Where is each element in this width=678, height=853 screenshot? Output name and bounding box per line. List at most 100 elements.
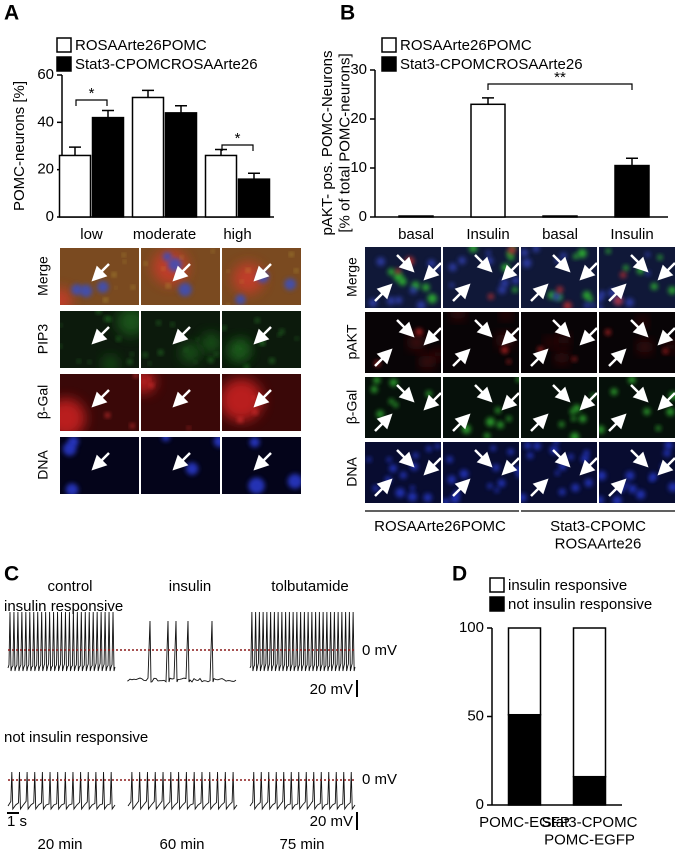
cell	[427, 259, 436, 268]
cell	[235, 294, 246, 305]
panel-letter: A	[4, 2, 19, 25]
micrograph	[141, 374, 220, 431]
cell	[410, 485, 415, 491]
cell	[103, 298, 108, 302]
cell	[131, 285, 135, 289]
arrow	[530, 283, 549, 302]
cell	[88, 360, 91, 364]
cell	[112, 272, 116, 277]
cell	[287, 473, 301, 489]
cell	[141, 374, 156, 394]
arrow	[374, 413, 393, 432]
arrow	[657, 392, 675, 411]
arrow	[452, 348, 471, 367]
micrograph	[222, 248, 301, 305]
cell	[114, 286, 117, 289]
arrow	[396, 319, 415, 338]
arrow	[423, 392, 441, 411]
cell	[434, 349, 441, 359]
cell	[227, 270, 230, 273]
micrograph	[365, 442, 441, 503]
arrow	[579, 457, 597, 476]
cell	[558, 488, 566, 496]
micrograph	[443, 312, 519, 373]
trace	[7, 771, 116, 811]
significance-bracket	[487, 83, 633, 90]
cell	[387, 268, 396, 276]
cell	[599, 471, 607, 481]
arrow	[630, 254, 649, 273]
arrow	[474, 319, 493, 338]
micrograph-row-label: pAKT	[344, 324, 360, 359]
micrograph	[141, 437, 220, 494]
cell	[416, 300, 426, 308]
cell	[122, 253, 126, 257]
cell	[425, 445, 432, 452]
legend-swatch	[489, 577, 505, 593]
cell	[295, 337, 299, 340]
cell	[649, 476, 654, 482]
cell	[545, 337, 555, 347]
cell	[71, 284, 83, 296]
micrograph-row-label: DNA	[35, 450, 51, 480]
cell	[240, 280, 244, 283]
time-label: 75 min	[279, 836, 324, 853]
x-tick-label: Stat3-CPOMC POMC-EGFP	[542, 814, 638, 848]
arrow	[253, 263, 272, 282]
cell	[187, 426, 191, 430]
error-bar	[248, 172, 260, 180]
significance-label: **	[554, 69, 566, 86]
micrograph	[141, 248, 220, 305]
micrograph	[521, 377, 597, 438]
cell	[407, 492, 418, 502]
y-tick-label: 20	[350, 110, 367, 127]
arrow	[530, 348, 549, 367]
cell	[96, 311, 101, 314]
arrow	[530, 478, 549, 497]
cell	[60, 344, 62, 348]
arrow	[579, 262, 597, 281]
arrow	[396, 254, 415, 273]
arrow	[552, 319, 571, 338]
trace	[127, 620, 237, 683]
cell	[412, 452, 419, 459]
cell	[515, 472, 519, 478]
micrograph	[599, 442, 675, 503]
micrograph	[222, 437, 301, 494]
arrow	[452, 283, 471, 302]
cell	[650, 283, 658, 290]
cell	[645, 252, 651, 258]
cell	[507, 247, 516, 255]
cell	[610, 388, 618, 396]
cell	[130, 423, 135, 428]
cell	[663, 449, 671, 457]
micrograph-row-label: β-Gal	[35, 385, 51, 420]
cell	[294, 269, 298, 273]
cell	[492, 464, 500, 472]
zero-label: 0 mV	[362, 771, 397, 788]
cell	[409, 286, 417, 295]
cell	[514, 465, 519, 474]
micrograph-row-label: Merge	[344, 257, 360, 297]
group-label: ROSAArte26POMC	[374, 518, 506, 535]
arrow	[91, 326, 110, 345]
cell	[590, 302, 596, 308]
arrow	[474, 384, 493, 403]
cell	[623, 265, 629, 271]
cell	[501, 263, 510, 272]
cell	[521, 493, 527, 502]
cell	[255, 318, 260, 323]
cell	[500, 278, 509, 288]
arrow	[608, 348, 627, 367]
cell	[554, 470, 560, 476]
cell	[605, 248, 611, 254]
arrow	[172, 263, 191, 282]
cell	[116, 336, 121, 341]
legend-label: Stat3-CPOMCROSAArte26	[75, 56, 258, 73]
y-tick-label: 0	[359, 208, 367, 225]
cell	[166, 284, 170, 288]
cell	[148, 377, 151, 381]
cell	[487, 293, 494, 300]
error-bar	[482, 97, 494, 105]
legend-label: not insulin responsive	[508, 596, 652, 613]
